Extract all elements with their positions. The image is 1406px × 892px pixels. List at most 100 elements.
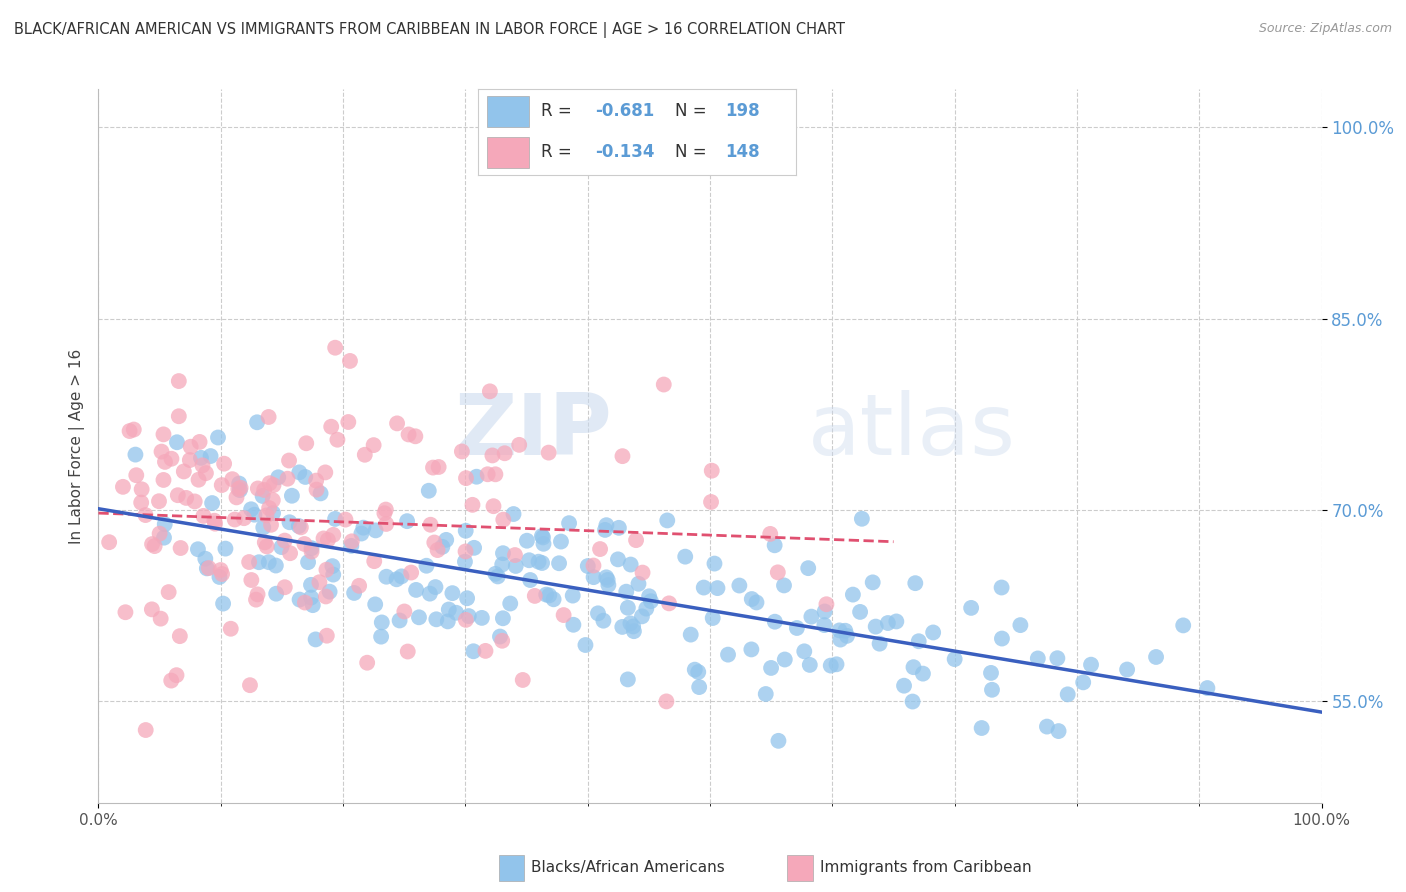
Point (208, 570, 231, 584)
Point (904, 576, 927, 591)
Point (225, 491, 247, 505)
Point (991, 632, 1014, 646)
Point (259, 476, 281, 491)
Point (444, 606, 467, 620)
Point (294, 470, 316, 484)
Point (187, 542, 209, 557)
Point (190, 450, 212, 465)
Point (486, 569, 509, 583)
Point (825, 657, 848, 672)
Point (226, 482, 249, 496)
Point (294, 537, 316, 551)
Point (166, 488, 188, 502)
Point (295, 436, 318, 450)
Point (385, 417, 408, 431)
Point (207, 430, 229, 444)
Point (174, 491, 197, 505)
Point (288, 466, 311, 480)
Point (612, 620, 634, 634)
Point (350, 526, 373, 541)
Point (1197, 681, 1219, 695)
Point (160, 673, 183, 688)
Point (337, 415, 360, 429)
Point (294, 595, 316, 609)
Point (768, 734, 790, 748)
Point (321, 559, 343, 574)
Point (219, 622, 242, 636)
Point (191, 458, 214, 473)
Point (264, 587, 287, 601)
Point (527, 555, 550, 569)
Point (531, 530, 554, 544)
Point (356, 656, 378, 670)
Point (759, 527, 782, 541)
Point (246, 415, 269, 429)
Point (627, 576, 650, 591)
Point (299, 591, 322, 605)
Point (797, 561, 820, 575)
Point (194, 466, 217, 480)
Point (842, 588, 865, 602)
Point (700, 495, 723, 509)
Point (1173, 618, 1195, 632)
Point (793, 644, 815, 658)
Point (1116, 663, 1139, 677)
Point (125, 468, 148, 483)
Point (288, 592, 311, 607)
Point (195, 561, 218, 575)
Point (287, 519, 309, 533)
Point (301, 541, 323, 556)
Point (1026, 651, 1049, 665)
Point (492, 611, 515, 625)
Point (503, 548, 526, 562)
Point (828, 624, 851, 638)
Point (340, 534, 363, 549)
Point (773, 652, 796, 666)
Point (593, 523, 616, 537)
Point (1046, 651, 1069, 665)
Point (228, 476, 250, 491)
Point (617, 673, 640, 687)
Point (124, 448, 146, 462)
Point (404, 429, 426, 443)
Point (763, 615, 786, 629)
Point (631, 609, 654, 624)
Point (153, 531, 176, 545)
Point (523, 589, 546, 603)
Point (434, 533, 457, 547)
Point (111, 480, 134, 494)
Point (820, 658, 842, 673)
Point (340, 539, 363, 553)
Point (211, 478, 233, 492)
Point (990, 581, 1012, 595)
Point (561, 589, 583, 603)
Point (849, 605, 872, 619)
Point (869, 637, 891, 651)
Point (318, 584, 340, 599)
Point (247, 555, 270, 569)
Point (638, 589, 661, 603)
Point (260, 517, 283, 532)
Point (373, 506, 395, 520)
Point (657, 513, 679, 527)
Point (463, 541, 485, 555)
Point (193, 508, 215, 523)
Point (706, 581, 728, 595)
Point (640, 594, 662, 608)
Point (1144, 650, 1167, 665)
Point (436, 615, 458, 629)
Point (740, 642, 762, 657)
Point (835, 629, 858, 643)
Point (688, 665, 710, 679)
Point (592, 614, 614, 628)
Point (457, 609, 479, 624)
Point (499, 597, 522, 611)
Point (245, 592, 267, 607)
Point (157, 585, 180, 599)
Point (620, 558, 643, 572)
Text: atlas: atlas (808, 390, 1017, 474)
Point (335, 513, 357, 527)
Point (755, 687, 778, 701)
Point (405, 582, 427, 597)
Point (309, 486, 332, 500)
